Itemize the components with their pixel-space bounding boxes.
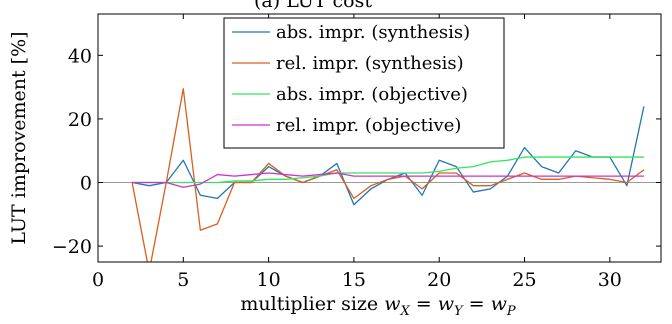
x-tick-label: 30 [598, 269, 622, 291]
legend-entry-label: abs. impr. (synthesis) [276, 22, 470, 43]
y-tick-label: −20 [52, 236, 92, 258]
series-line-2 [131, 88, 645, 262]
y-tick-label: 0 [80, 173, 92, 195]
legend-box [223, 17, 505, 149]
plot-frame [97, 13, 662, 263]
y-tick-label: 40 [68, 45, 92, 67]
y-axis-label: LUT improvement [%] [8, 31, 30, 244]
y-tick-label: 20 [68, 109, 92, 131]
series-line-3 [132, 156, 644, 184]
legend-entry-label: abs. impr. (objective) [276, 84, 468, 105]
x-axis-label-text: multiplier size wX = wY = wP [240, 293, 516, 319]
series-line-4 [132, 172, 644, 188]
x-tick-label: 5 [177, 269, 189, 291]
x-tick-label: 20 [427, 269, 451, 291]
x-tick-label: 15 [342, 269, 366, 291]
x-tick-label: 10 [257, 269, 281, 291]
chart-title: (a) LUT cost [254, 0, 372, 12]
legend: abs. impr. (synthesis) rel. impr. (synthe… [223, 17, 505, 149]
x-tick-label: 25 [512, 269, 536, 291]
legend-entry-label: rel. impr. (objective) [276, 115, 461, 136]
legend-entry-label: rel. impr. (synthesis) [276, 53, 464, 74]
x-tick-label: 0 [92, 269, 104, 291]
series-lines [131, 88, 645, 262]
x-axis-label: multiplier size wX = wY = wP [240, 293, 516, 319]
